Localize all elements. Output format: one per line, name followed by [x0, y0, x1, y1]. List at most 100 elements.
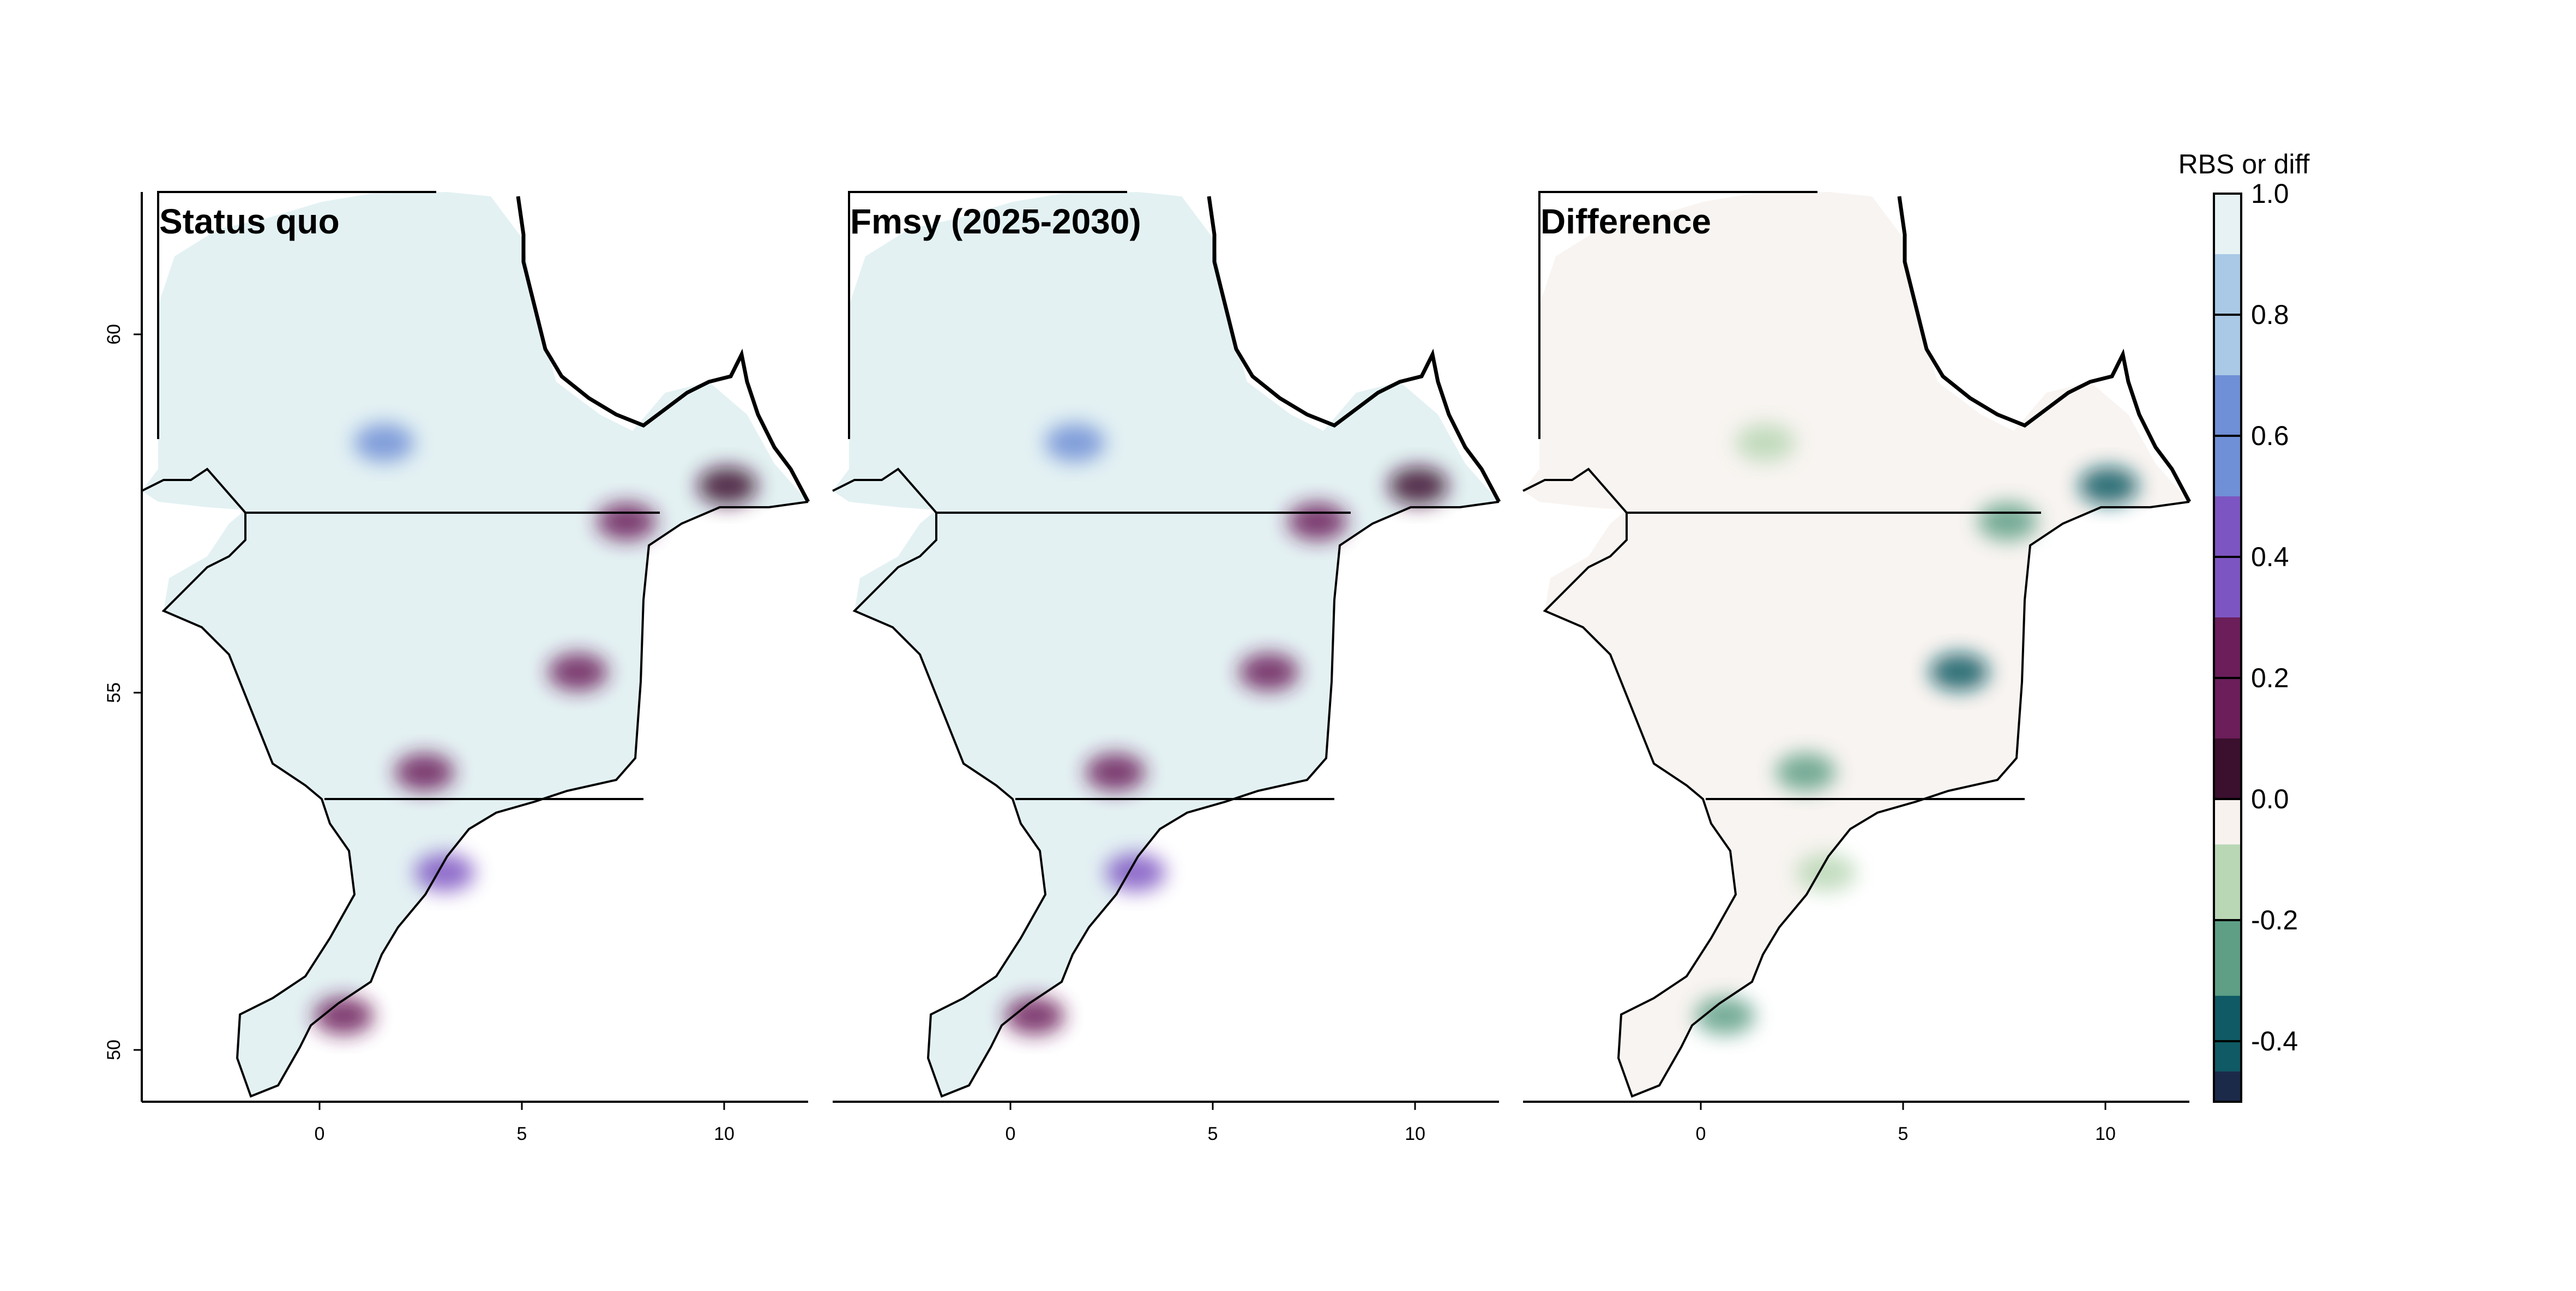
colorbar-segment: [2214, 239, 2241, 255]
hotspot: [2078, 466, 2139, 505]
norway-coastline: [1207, 196, 1501, 503]
colorbar-segment: [2214, 602, 2241, 618]
x-tick-10: 10: [2095, 1102, 2116, 1144]
water-area: [1523, 192, 2189, 1096]
colorbar-segment: [2214, 511, 2241, 527]
x-tick-label: 0: [1696, 1124, 1706, 1144]
colorbar-segment: [2214, 208, 2241, 225]
region-boundary-box: [848, 191, 1127, 439]
hotspot: [1977, 502, 2038, 541]
colorbar-segment: [2214, 860, 2241, 875]
hotspot: [1238, 652, 1299, 691]
colorbar-segment: [2214, 829, 2241, 845]
x-tick-label: 0: [1006, 1124, 1016, 1144]
hotspot: [1105, 853, 1166, 892]
colorbar-segment: [2214, 1056, 2241, 1072]
water-area: [833, 192, 1499, 1096]
colorbar-segment: [2214, 738, 2241, 754]
y-tick-label: 50: [104, 1040, 124, 1060]
colorbar-segment: [2214, 965, 2241, 981]
colorbar-segment: [2214, 617, 2241, 633]
panel-difference: Difference 0 5 10: [1522, 191, 2192, 1144]
colorbar-segment: [2214, 224, 2241, 240]
hotspot: [414, 853, 475, 892]
colorbar-segment: [2214, 481, 2241, 497]
colorbar-segment: [2214, 299, 2241, 315]
x-tick-5: 5: [1898, 1102, 1909, 1144]
colorbar-segment: [2214, 950, 2241, 966]
colorbar-segment: [2214, 844, 2241, 860]
colorbar-segment: [2214, 935, 2241, 951]
colorbar-segment: [2214, 194, 2241, 209]
colorbar-segment: [2214, 390, 2241, 406]
colorbar-segment: [2214, 269, 2241, 285]
hotspot: [1695, 996, 1755, 1035]
hotspot: [1929, 652, 1989, 691]
colorbar-segment: [2214, 981, 2241, 996]
colorbar-segment: [2214, 678, 2241, 694]
x-tick-10: 10: [714, 1102, 735, 1144]
hotspot: [1735, 423, 1796, 462]
x-tick-5: 5: [517, 1102, 527, 1144]
colorbar-segment: [2214, 1041, 2241, 1057]
colorbar-tick-label: 0.4: [2251, 542, 2289, 572]
colorbar-segment: [2214, 995, 2241, 1012]
colorbar-segment: [2214, 421, 2241, 436]
hotspot: [394, 753, 455, 791]
hotspot: [1045, 423, 1105, 462]
colorbar-segment: [2214, 329, 2241, 346]
colorbar-segment: [2214, 405, 2241, 422]
colorbar-segment: [2214, 375, 2241, 391]
x-tick-label: 0: [315, 1124, 325, 1144]
panel-title: Fmsy (2025-2030): [850, 202, 1141, 241]
colorbar-segment: [2214, 890, 2241, 906]
colorbar-segment: [2214, 345, 2241, 361]
colorbar-segment: [2214, 663, 2241, 678]
hotspot: [354, 423, 414, 462]
x-tick-0: 0: [1006, 1102, 1016, 1144]
colorbar-legend: RBS or diff 1.0 0.8 0.6 0.4 0.2 0.0 -0.2 -0.4: [2178, 149, 2310, 1103]
hotspot: [697, 466, 757, 505]
colorbar-segment: [2214, 768, 2241, 785]
coastline: [1522, 467, 2190, 1098]
hotspot: [1085, 753, 1146, 791]
colorbar-segment: [2214, 360, 2241, 376]
x-tick-label: 10: [2095, 1124, 2116, 1144]
x-tick-label: 5: [1898, 1124, 1909, 1144]
x-tick-10: 10: [1405, 1102, 1425, 1144]
colorbar-tick-label: -0.2: [2251, 905, 2298, 935]
colorbar-segment: [2214, 451, 2241, 467]
panel-status-quo: Status quo 0 5 10 50 55 60: [104, 191, 810, 1144]
colorbar-segment: [2214, 632, 2241, 648]
colorbar-segment: [2214, 284, 2241, 301]
y-tick-label: 60: [104, 324, 124, 345]
x-tick-label: 5: [517, 1124, 527, 1144]
norway-coastline: [1897, 196, 2192, 503]
colorbar-segment: [2214, 723, 2241, 739]
colorbar-segment: [2214, 496, 2241, 512]
colorbar-tick-label: -0.4: [2251, 1026, 2298, 1056]
colorbar-segment: [2214, 693, 2241, 709]
colorbar-gradient: [2214, 194, 2241, 1102]
water-area: [142, 192, 808, 1096]
hotspot: [596, 502, 657, 541]
colorbar-tick-label: 0.6: [2251, 421, 2289, 451]
panel-title: Difference: [1540, 202, 1711, 241]
x-tick-0: 0: [1696, 1102, 1706, 1144]
x-tick-0: 0: [315, 1102, 325, 1144]
colorbar-tick-label: 1.0: [2251, 178, 2289, 209]
coastline: [141, 467, 809, 1098]
colorbar-segment: [2214, 784, 2241, 800]
colorbar-segment: [2214, 557, 2241, 573]
colorbar-tick-label: 0.8: [2251, 299, 2289, 330]
hotspot: [1388, 466, 1448, 505]
coastline: [832, 467, 1500, 1098]
colorbar-segment: [2214, 814, 2241, 830]
colorbar-segment: [2214, 587, 2241, 603]
colorbar-segment: [2214, 315, 2241, 331]
x-tick-5: 5: [1208, 1102, 1218, 1144]
colorbar-segment: [2214, 647, 2241, 664]
panel-title: Status quo: [159, 202, 340, 241]
colorbar-segment: [2214, 1026, 2241, 1042]
